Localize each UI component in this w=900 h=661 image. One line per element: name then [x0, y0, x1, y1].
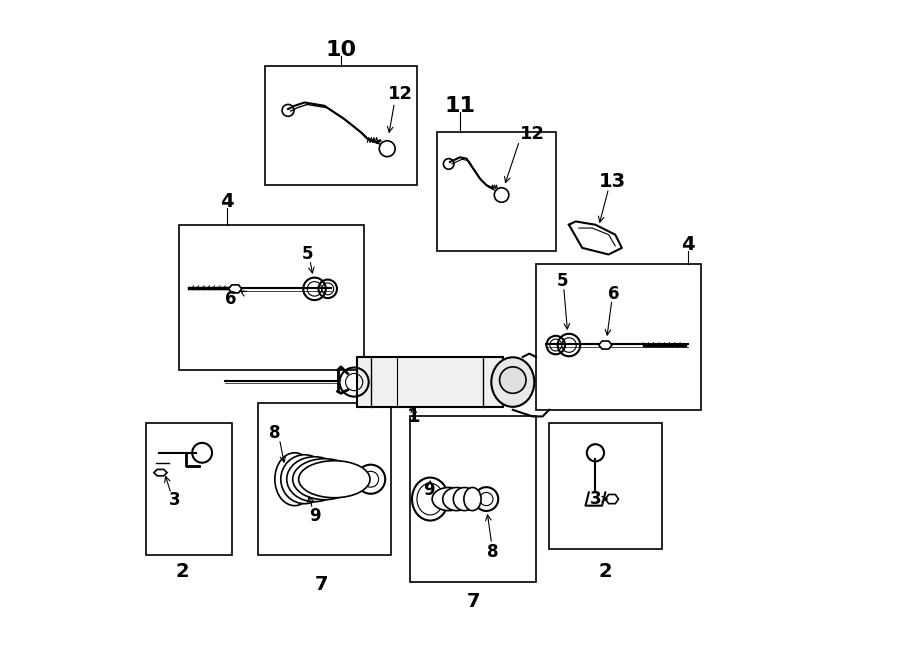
Text: 3: 3: [590, 490, 601, 508]
Text: 2: 2: [598, 563, 612, 581]
Text: 6: 6: [608, 285, 620, 303]
Text: 1: 1: [407, 407, 420, 426]
Text: 7: 7: [314, 576, 328, 594]
Ellipse shape: [432, 488, 465, 510]
Text: 5: 5: [556, 272, 568, 290]
Ellipse shape: [412, 477, 448, 521]
Text: 4: 4: [220, 192, 233, 211]
Ellipse shape: [299, 461, 370, 498]
Polygon shape: [154, 469, 167, 476]
Ellipse shape: [454, 488, 476, 510]
Polygon shape: [229, 285, 242, 293]
Text: 13: 13: [598, 173, 625, 191]
Ellipse shape: [292, 459, 356, 500]
Text: 3: 3: [168, 491, 180, 510]
Circle shape: [500, 367, 526, 393]
Ellipse shape: [274, 453, 314, 506]
Text: 7: 7: [466, 592, 480, 611]
Bar: [357, 357, 503, 407]
Text: 8: 8: [269, 424, 281, 442]
Bar: [179, 225, 364, 370]
Bar: [536, 264, 701, 410]
Text: 2: 2: [176, 563, 189, 581]
Ellipse shape: [491, 357, 535, 407]
Text: 8: 8: [487, 543, 499, 561]
Text: 4: 4: [681, 235, 695, 254]
Bar: [549, 423, 662, 549]
Text: 11: 11: [445, 96, 475, 116]
Text: 5: 5: [302, 245, 313, 264]
Ellipse shape: [464, 488, 482, 510]
Ellipse shape: [287, 457, 342, 502]
Ellipse shape: [443, 488, 471, 510]
Bar: [146, 423, 232, 555]
Bar: [258, 403, 391, 555]
Polygon shape: [606, 494, 618, 504]
Text: 9: 9: [423, 481, 435, 500]
Text: 12: 12: [520, 124, 545, 143]
Text: 6: 6: [225, 290, 237, 308]
Text: 12: 12: [388, 85, 413, 103]
Polygon shape: [598, 341, 612, 349]
Text: 10: 10: [326, 40, 356, 59]
Bar: [265, 66, 417, 185]
Ellipse shape: [281, 455, 328, 504]
Ellipse shape: [417, 483, 444, 515]
Bar: [410, 416, 536, 582]
Bar: [436, 132, 556, 251]
Text: 9: 9: [309, 506, 320, 525]
